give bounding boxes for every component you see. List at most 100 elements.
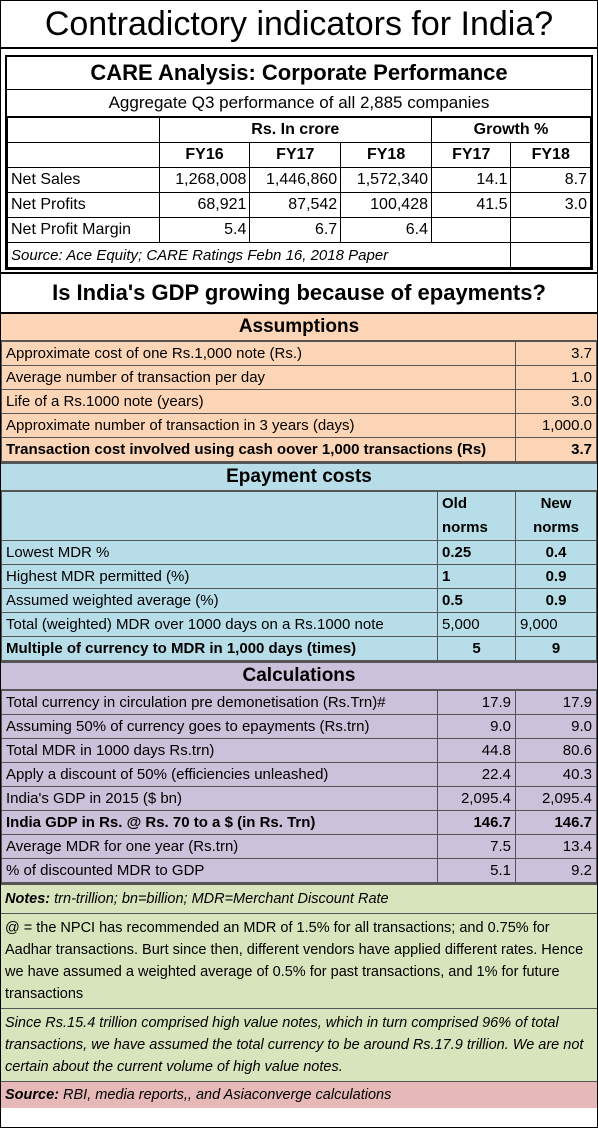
- row-label: Net Sales: [7, 167, 160, 193]
- table-row: Transaction cost involved using cash oov…: [1, 437, 597, 462]
- cell: 1,446,860: [249, 167, 342, 193]
- cell: 44.8: [437, 738, 516, 763]
- cell: 1.0: [515, 365, 597, 390]
- care-title: CARE Analysis: Corporate Performance: [7, 57, 591, 90]
- care-source: Source: Ace Equity; CARE Ratings Febn 16…: [6, 242, 512, 268]
- care-data-table: Rs. In crore Growth % FY16 FY17 FY18 FY1…: [6, 117, 591, 268]
- table-row: Approximate cost of one Rs.1,000 note (R…: [1, 341, 597, 366]
- cell: 0.9: [515, 588, 597, 613]
- cell: 1: [437, 564, 516, 589]
- cell: 1,572,340: [340, 167, 432, 193]
- cell: 3.0: [510, 192, 591, 218]
- cell: 0.9: [515, 564, 597, 589]
- cell: 5.4: [158, 217, 251, 243]
- row-label: Net Profits: [7, 192, 160, 218]
- calculations-table: Total currency in circulation pre demone…: [1, 690, 597, 883]
- row-label: Total (weighted) MDR over 1000 days on a…: [1, 612, 438, 637]
- table-row: Total currency in circulation pre demone…: [1, 690, 597, 715]
- cell: 7.5: [437, 834, 516, 859]
- row-label: Lowest MDR %: [1, 540, 438, 565]
- cell: 6.4: [340, 217, 432, 243]
- table-row: Assumed weighted average (%) 0.5 0.9: [1, 588, 597, 613]
- cell: 22.4: [437, 762, 516, 787]
- cell: 13.4: [515, 834, 597, 859]
- row-label: Approximate number of transaction in 3 y…: [1, 413, 516, 438]
- source-footer: Source: RBI, media reports,, and Asiacon…: [1, 1081, 597, 1108]
- notes-label: Notes:: [5, 891, 51, 907]
- table-row: Total MDR in 1000 days Rs.trn) 44.8 80.6: [1, 738, 597, 763]
- cell: 6.7: [249, 217, 342, 243]
- notes-npci: @ = the NPCI has recommended an MDR of 1…: [1, 914, 597, 1009]
- epayment-table: Old norms New norms Lowest MDR % 0.25 0.…: [1, 491, 597, 661]
- row-label: Apply a discount of 50% (efficiencies un…: [1, 762, 438, 787]
- table-row: Multiple of currency to MDR in 1,000 day…: [1, 636, 597, 661]
- cell: 9.2: [515, 858, 597, 883]
- table-row: Net Profit Margin 5.4 6.7 6.4: [7, 217, 591, 243]
- cell: 146.7: [515, 810, 597, 835]
- assumptions-title: Assumptions: [1, 314, 597, 341]
- row-label: India GDP in Rs. @ Rs. 70 to a $ (in Rs.…: [1, 810, 438, 835]
- row-label: Multiple of currency to MDR in 1,000 day…: [1, 636, 438, 661]
- cell: 17.9: [515, 690, 597, 715]
- row-label: Life of a Rs.1000 note (years): [1, 389, 516, 414]
- table-row: India's GDP in 2015 ($ bn) 2,095.4 2,095…: [1, 786, 597, 811]
- row-label: Transaction cost involved using cash oov…: [1, 437, 516, 462]
- row-label: Approximate cost of one Rs.1,000 note (R…: [1, 341, 516, 366]
- cell: 5.1: [437, 858, 516, 883]
- cell: 3.0: [515, 389, 597, 414]
- row-label: Highest MDR permitted (%): [1, 564, 438, 589]
- table-row: Total (weighted) MDR over 1000 days on a…: [1, 612, 597, 637]
- cell: 87,542: [249, 192, 342, 218]
- table-row: Average MDR for one year (Rs.trn) 7.5 13…: [1, 834, 597, 859]
- cell: 17.9: [437, 690, 516, 715]
- notes-abbreviations: Notes: trn-trillion; bn=billion; MDR=Mer…: [1, 885, 597, 914]
- cell: 5: [437, 636, 516, 661]
- table-row: India GDP in Rs. @ Rs. 70 to a $ (in Rs.…: [1, 810, 597, 835]
- col-header: FY18: [510, 142, 591, 168]
- cell: 14.1: [430, 167, 512, 193]
- cell: 146.7: [437, 810, 516, 835]
- growth-header: Growth %: [431, 117, 591, 143]
- cell: 2,095.4: [515, 786, 597, 811]
- table-row: Net Profits 68,921 87,542 100,428 41.5 3…: [7, 192, 591, 218]
- care-subtitle: Aggregate Q3 performance of all 2,885 co…: [7, 90, 591, 117]
- cell: 5,000: [437, 612, 516, 637]
- notes-high-value: Since Rs.15.4 trillion comprised high va…: [5, 1015, 584, 1075]
- cell: 2,095.4: [437, 786, 516, 811]
- table-row: Assuming 50% of currency goes to epaymen…: [1, 714, 597, 739]
- gdp-title: Is India's GDP growing because of epayme…: [1, 272, 597, 314]
- new-norms-header: New norms: [515, 491, 597, 541]
- cell: 9.0: [437, 714, 516, 739]
- table-row: Average number of transaction per day 1.…: [1, 365, 597, 390]
- main-title: Contradictory indicators for India?: [1, 1, 597, 49]
- cell: 0.4: [515, 540, 597, 565]
- table-row: Lowest MDR % 0.25 0.4: [1, 540, 597, 565]
- cell: 100,428: [340, 192, 432, 218]
- row-label: Assumed weighted average (%): [1, 588, 438, 613]
- cell: 41.5: [430, 192, 512, 218]
- cell: [510, 217, 591, 243]
- row-label: % of discounted MDR to GDP: [1, 858, 438, 883]
- row-label: Total MDR in 1000 days Rs.trn): [1, 738, 438, 763]
- table-row: Apply a discount of 50% (efficiencies un…: [1, 762, 597, 787]
- notes-abbrev-text: trn-trillion; bn=billion; MDR=Merchant D…: [50, 891, 389, 907]
- table-row: % of discounted MDR to GDP 5.1 9.2: [1, 858, 597, 883]
- calculations-section: Calculations Total currency in circulati…: [1, 661, 597, 883]
- col-header: FY17: [249, 142, 342, 168]
- col-header: FY17: [430, 142, 512, 168]
- assumptions-table: Approximate cost of one Rs.1,000 note (R…: [1, 341, 597, 462]
- cell: 0.25: [437, 540, 516, 565]
- cell: 40.3: [515, 762, 597, 787]
- source-label: Source:: [5, 1087, 59, 1103]
- rs-in-crore-header: Rs. In crore: [158, 117, 433, 143]
- notes-section: Notes: trn-trillion; bn=billion; MDR=Mer…: [1, 883, 597, 1081]
- cell: [430, 217, 512, 243]
- old-norms-header: Old norms: [437, 491, 516, 541]
- source-text: RBI, media reports,, and Asiaconverge ca…: [59, 1087, 392, 1103]
- row-label: Average MDR for one year (Rs.trn): [1, 834, 438, 859]
- epayment-title: Epayment costs: [1, 464, 597, 491]
- table-row: Life of a Rs.1000 note (years) 3.0: [1, 389, 597, 414]
- cell: 3.7: [515, 341, 597, 366]
- cell: 1,000.0: [515, 413, 597, 438]
- row-label: Net Profit Margin: [7, 217, 160, 243]
